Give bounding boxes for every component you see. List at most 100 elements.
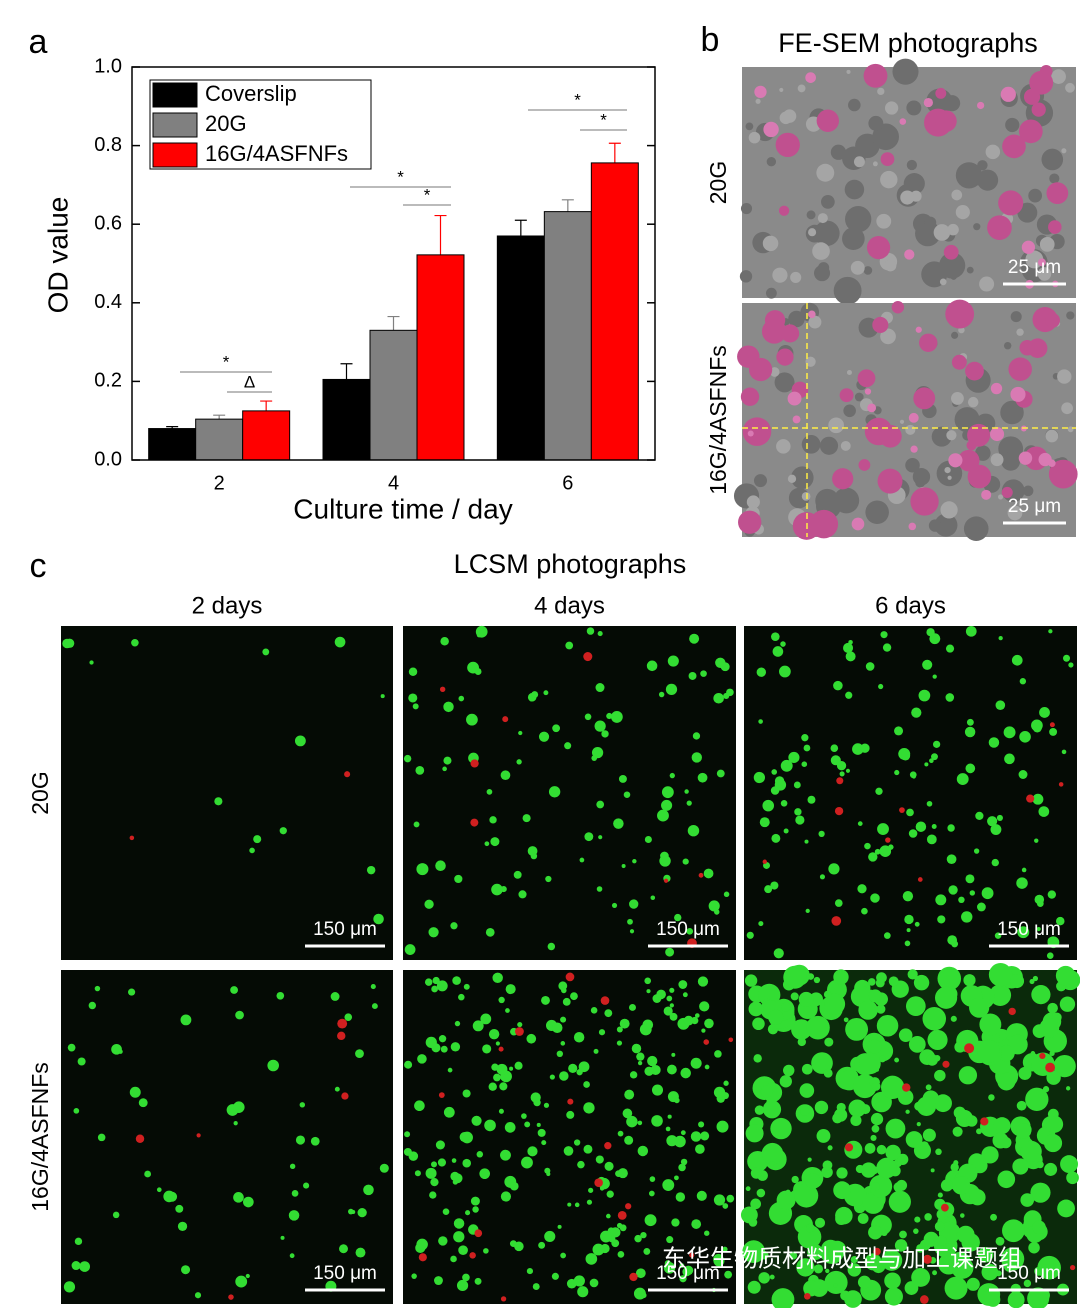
cell bbox=[769, 1274, 775, 1280]
cell bbox=[606, 712, 613, 720]
cell bbox=[872, 316, 889, 333]
cell bbox=[931, 824, 937, 829]
cell bbox=[801, 1063, 813, 1075]
cell bbox=[650, 895, 656, 901]
row-label: 20G bbox=[705, 161, 731, 204]
cell bbox=[233, 1192, 244, 1203]
cell bbox=[948, 885, 958, 895]
cell bbox=[651, 1115, 663, 1127]
cell bbox=[816, 1128, 831, 1143]
cell bbox=[295, 1135, 306, 1145]
cell bbox=[625, 1203, 632, 1210]
cell bbox=[993, 1117, 1011, 1135]
cell bbox=[944, 466, 951, 474]
cell bbox=[344, 771, 351, 778]
cell bbox=[450, 922, 458, 930]
cell bbox=[857, 884, 867, 894]
cell bbox=[1000, 86, 1016, 102]
cell bbox=[758, 1272, 770, 1284]
cell bbox=[919, 333, 938, 352]
cell bbox=[910, 487, 939, 516]
cell bbox=[861, 907, 868, 915]
cell bbox=[469, 1252, 476, 1259]
cell bbox=[664, 1260, 671, 1267]
cell bbox=[765, 287, 777, 299]
annotation: * bbox=[574, 90, 581, 109]
cell bbox=[981, 887, 994, 900]
cell bbox=[816, 109, 840, 132]
cell bbox=[744, 974, 758, 987]
cell bbox=[514, 1241, 524, 1252]
cell bbox=[594, 720, 606, 732]
cell bbox=[657, 809, 669, 822]
cell bbox=[505, 984, 516, 995]
cell bbox=[833, 680, 843, 691]
cell bbox=[900, 751, 911, 761]
cell bbox=[770, 881, 779, 890]
cell bbox=[928, 519, 942, 532]
cell bbox=[563, 1146, 574, 1156]
annotation: * bbox=[424, 185, 431, 204]
cell bbox=[871, 1082, 881, 1091]
cell bbox=[471, 1115, 482, 1126]
cell bbox=[1008, 357, 1032, 381]
cell bbox=[531, 691, 539, 699]
cell bbox=[1017, 202, 1038, 223]
cell bbox=[425, 1036, 437, 1048]
cell bbox=[697, 772, 708, 783]
cell bbox=[787, 391, 802, 406]
cell bbox=[899, 419, 905, 424]
cell bbox=[708, 900, 720, 912]
cell bbox=[532, 1283, 540, 1291]
cell bbox=[894, 769, 900, 776]
cell bbox=[998, 635, 1003, 641]
cell bbox=[1019, 731, 1031, 743]
cell bbox=[788, 310, 805, 328]
cell bbox=[1005, 117, 1020, 133]
cell bbox=[624, 1135, 634, 1145]
cell bbox=[1016, 328, 1024, 336]
cell bbox=[1026, 794, 1035, 803]
cell bbox=[1049, 722, 1055, 728]
cell bbox=[583, 1144, 593, 1154]
cell bbox=[416, 863, 429, 876]
cell bbox=[617, 1251, 625, 1258]
error-bar bbox=[561, 199, 574, 212]
cell bbox=[294, 735, 306, 747]
cell bbox=[819, 874, 825, 880]
cell bbox=[773, 948, 784, 959]
cell bbox=[827, 1145, 833, 1151]
plot-frame bbox=[131, 66, 656, 461]
cell bbox=[435, 860, 446, 871]
cell bbox=[854, 392, 864, 402]
cell bbox=[163, 1190, 175, 1203]
y-tick-label: 0.0 bbox=[94, 448, 122, 470]
cell bbox=[618, 774, 627, 783]
cell bbox=[627, 918, 633, 925]
cell bbox=[500, 1191, 512, 1202]
cell bbox=[801, 761, 808, 768]
cell bbox=[1048, 459, 1056, 467]
cell bbox=[1046, 182, 1069, 205]
cell bbox=[728, 1037, 734, 1043]
cell bbox=[425, 1167, 437, 1179]
cell bbox=[900, 190, 915, 205]
cell bbox=[947, 824, 955, 832]
cell bbox=[747, 1280, 761, 1294]
cell bbox=[771, 632, 780, 641]
cell bbox=[842, 227, 865, 251]
cell bbox=[779, 1075, 792, 1088]
cell bbox=[366, 865, 376, 875]
cell bbox=[504, 1122, 516, 1133]
cell bbox=[576, 1069, 583, 1076]
cell bbox=[598, 1029, 606, 1036]
x-tick-label: 4 bbox=[388, 472, 399, 494]
cell bbox=[911, 774, 916, 779]
cell bbox=[624, 1089, 635, 1100]
cell bbox=[450, 1255, 457, 1263]
cell bbox=[868, 115, 884, 131]
cell bbox=[648, 1190, 655, 1197]
cell bbox=[496, 1063, 508, 1075]
cell bbox=[479, 1168, 491, 1179]
cell bbox=[723, 1080, 729, 1086]
